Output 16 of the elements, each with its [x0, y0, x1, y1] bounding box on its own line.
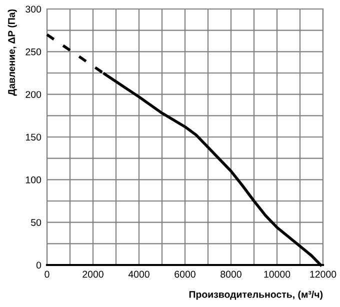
y-tick-label: 300 [26, 6, 42, 13]
x-axis-title: Производительность, (м³/ч) [189, 290, 323, 300]
x-tick-label: 12000 [310, 270, 336, 278]
y-tick-label: 250 [26, 48, 42, 56]
y-tick-label: 50 [31, 219, 42, 226]
x-tick-label: 2000 [82, 270, 104, 278]
y-tick-label: 150 [26, 134, 42, 141]
y-tick-label: 100 [26, 176, 42, 184]
x-tick-label: 10000 [264, 270, 290, 278]
y-tick-label: 200 [26, 91, 42, 98]
x-tick-label: 6000 [174, 270, 196, 278]
y-tick-label: 0 [36, 262, 42, 269]
x-tick-label: 4000 [128, 270, 150, 278]
x-tick-label: 8000 [220, 270, 242, 278]
x-tick-label: 0 [44, 270, 50, 278]
y-axis-title: Давление, ΔP (Па) [8, 9, 17, 96]
